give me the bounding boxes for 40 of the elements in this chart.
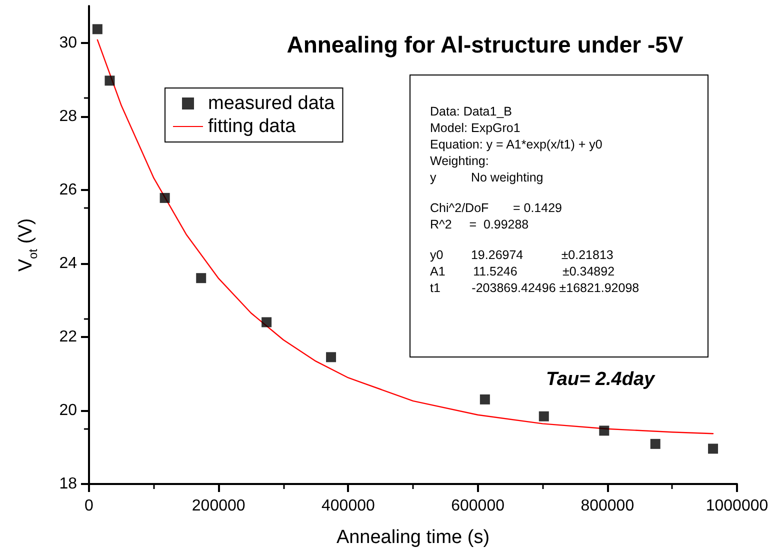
point [650,438,660,449]
x-tick-label: 800000 [580,498,634,514]
legend-label: measured data [208,93,336,114]
annotation: y No weighting [430,170,544,184]
annotation: Model: ExpGro1 [430,121,520,135]
y-tick-label: 30 [59,34,78,52]
annotation: A1 11.5246 ±0.34892 [430,264,615,278]
point [196,273,206,284]
legend-label: fitting data [208,116,296,137]
point [326,352,336,362]
point [160,192,170,203]
x-tick-label: 0 [84,498,94,514]
text: Annealing for Al-structure under -5V [286,32,684,58]
point [708,444,718,454]
x-tick-label: 600000 [451,498,505,514]
y-tick-label: 18 [59,476,78,492]
x-axis-title: Annealing time (s) [336,527,490,548]
annotation: Data: Data1_B [430,104,512,118]
annotation: Chi^2/DoF = 0.1429 [430,201,562,215]
x-tick-label: 1000000 [706,498,768,514]
point [104,76,115,86]
point [538,411,549,422]
x-tick-label: 200000 [192,498,246,514]
annotation: t1 -203869.42496 ±16821.92098 [430,281,640,295]
y-tick-label: 24 [59,254,78,272]
annotation: Equation: y = A1*exp(x/t1) + y0 [430,138,602,152]
y-tick-label: 20 [59,402,78,419]
y-tick-label: 22 [59,328,78,346]
annotation: Weighting: [430,154,489,168]
point [480,394,490,404]
y-tick-label: 28 [59,108,78,125]
point [262,317,272,328]
y-tick-label: 26 [59,181,78,198]
point [599,426,610,436]
y-axis-title: Vot (V) [16,218,40,272]
annotation: Tau= 2.4day [546,369,656,390]
annotation: y0 19.26974 ±0.21813 [430,248,614,262]
point [92,24,102,34]
x-tick-label: 400000 [322,498,375,514]
annotation: R^2 = 0.99288 [430,218,529,232]
